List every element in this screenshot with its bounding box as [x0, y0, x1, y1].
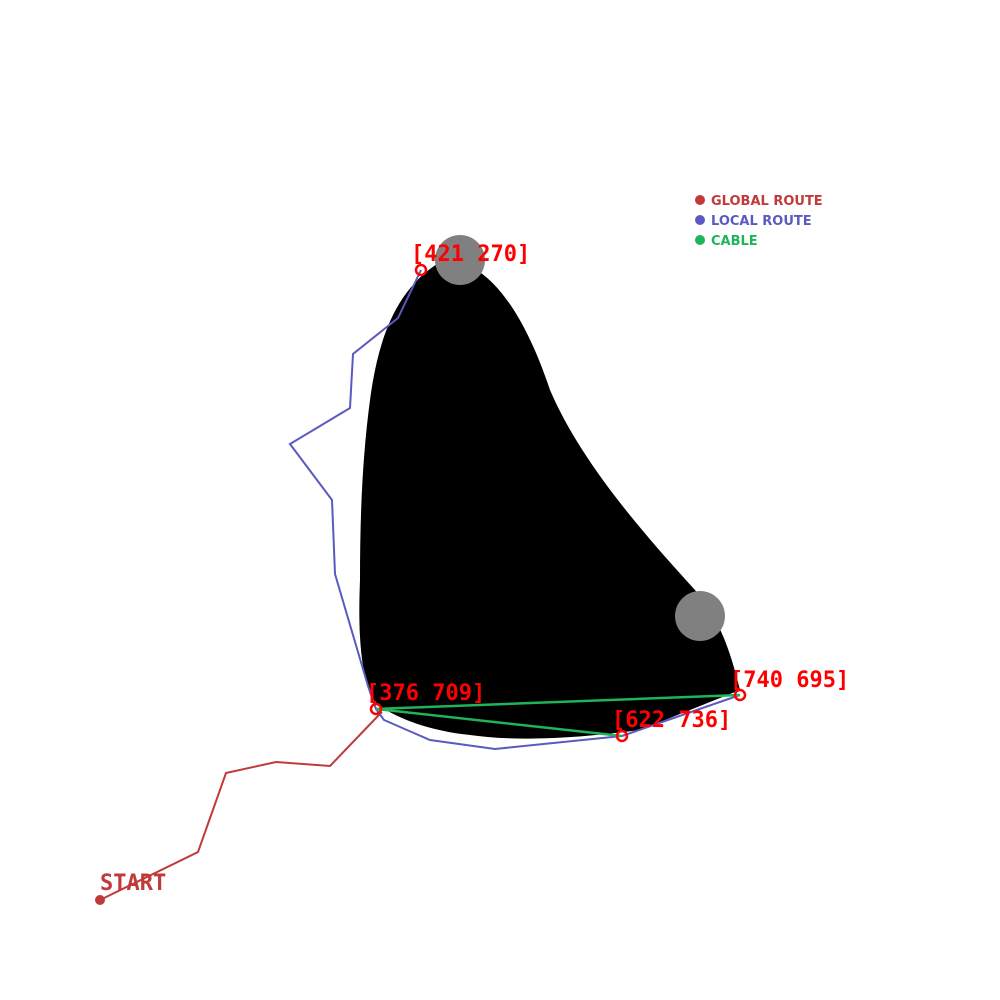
anchor-circle-top: [435, 235, 485, 285]
waypoint-label: [622 736]: [612, 708, 731, 733]
waypoint-label: [740 695]: [730, 668, 849, 693]
waypoint-label: [376 709]: [366, 681, 485, 706]
legend-label-cable: CABLE: [711, 234, 758, 249]
local-route-line: [288, 269, 741, 751]
waypoint-marker: [369, 702, 383, 716]
waypoint-marker: [733, 688, 747, 702]
legend-label-global-route: GLOBAL ROUTE: [711, 194, 823, 209]
start-label: START: [100, 871, 166, 896]
anchor-circle-right: [675, 591, 725, 641]
start-marker: [95, 895, 105, 905]
legend-dot-local-route: [695, 215, 705, 225]
legend: GLOBAL ROUTE LOCAL ROUTE CABLE: [695, 194, 823, 249]
legend-dot-global-route: [695, 195, 705, 205]
obstacle-region: [359, 261, 740, 739]
waypoint-marker: [414, 263, 428, 277]
legend-label-local-route: LOCAL ROUTE: [711, 214, 812, 229]
legend-dot-cable: [695, 235, 705, 245]
cable-line: [375, 693, 741, 738]
waypoint-label: [421 270]: [411, 242, 530, 267]
waypoint-marker: [615, 729, 629, 743]
global-route-line: [99, 711, 383, 901]
